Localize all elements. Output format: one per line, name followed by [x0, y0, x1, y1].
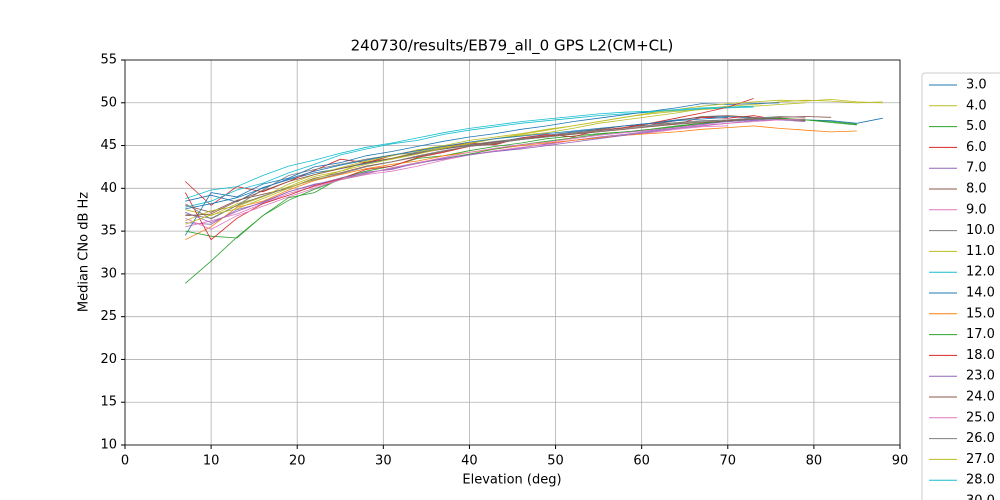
x-tick-label: 20: [289, 454, 306, 469]
x-tick-label: 40: [461, 454, 478, 469]
x-tick-label: 70: [720, 454, 737, 469]
y-tick-label: 30: [100, 266, 117, 281]
legend-label: 14.0: [966, 286, 995, 301]
legend-label: 11.0: [966, 244, 995, 259]
series-line: [185, 125, 857, 241]
legend-label: 17.0: [966, 327, 995, 342]
y-tick-label: 45: [100, 138, 117, 153]
y-tick-label: 20: [100, 352, 117, 367]
legend-label: 8.0: [966, 182, 987, 197]
legend-label: 3.0: [966, 78, 987, 93]
legend-label: 6.0: [966, 140, 987, 155]
x-axis-label: Elevation (deg): [462, 473, 561, 488]
x-tick-label: 50: [547, 454, 564, 469]
series-line: [185, 116, 780, 220]
series-line: [185, 118, 806, 230]
legend-label: 7.0: [966, 161, 987, 176]
legend-label: 9.0: [966, 202, 987, 217]
legend-label: 23.0: [966, 369, 995, 384]
x-tick-label: 90: [892, 454, 909, 469]
legend-box: [921, 72, 1000, 500]
series-line: [185, 119, 806, 224]
y-tick-label: 15: [100, 395, 117, 410]
series-line: [185, 116, 806, 219]
legend-label: 5.0: [966, 119, 987, 134]
y-tick-label: 25: [100, 309, 117, 324]
legend-label: 26.0: [966, 431, 995, 446]
series-line: [185, 116, 832, 217]
y-tick-label: 35: [100, 224, 117, 239]
legend-label: 15.0: [966, 306, 995, 321]
legend-label: 25.0: [966, 410, 995, 425]
legend-label: 12.0: [966, 265, 995, 280]
x-tick-label: 60: [633, 454, 650, 469]
series-line: [184, 102, 780, 236]
x-tick-label: 10: [203, 454, 220, 469]
legend-label: 4.0: [966, 98, 987, 113]
y-tick-label: 50: [100, 95, 117, 110]
x-tick-label: 0: [121, 454, 129, 469]
legend-label: 18.0: [966, 348, 995, 363]
series-line: [185, 105, 754, 199]
legend-label: 30.0: [966, 494, 995, 500]
y-axis-label: Median CNo dB Hz: [77, 192, 92, 312]
series-line: [185, 116, 728, 210]
y-tick-label: 10: [100, 438, 117, 453]
series-line: [185, 98, 883, 225]
legend-label: 28.0: [966, 473, 995, 488]
x-tick-label: 80: [806, 454, 823, 469]
y-tick-label: 55: [100, 53, 117, 68]
series-line: [185, 102, 806, 222]
legend-label: 10.0: [966, 223, 995, 238]
legend-label: 27.0: [966, 452, 995, 467]
plot-frame: [124, 59, 901, 446]
chart-title: 240730/results/EB79_all_0 GPS L2(CM+CL): [351, 37, 674, 56]
x-tick-label: 30: [375, 454, 392, 469]
legend-label: 24.0: [966, 390, 995, 405]
y-tick-label: 40: [100, 181, 117, 196]
